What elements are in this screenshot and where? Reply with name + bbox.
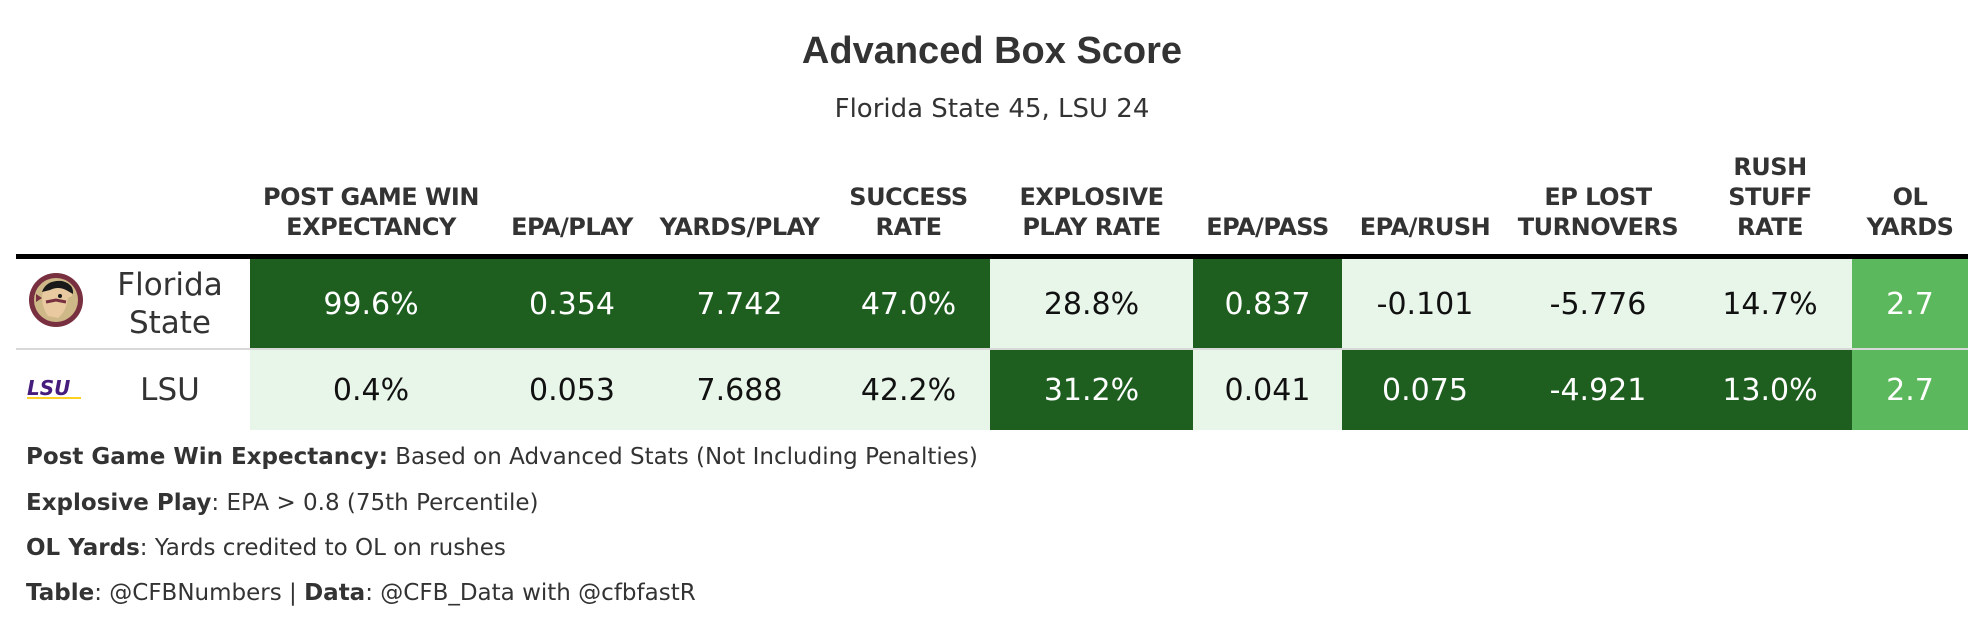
table-cell: 2.7 [1852,259,1968,349]
fsu-logo-icon [28,272,84,328]
footnote-text: Based on Advanced Stats (Not Including P… [387,444,978,470]
table-cell: 14.7% [1688,259,1852,349]
table-cell: -5.776 [1508,259,1688,349]
column-header: EP LOST TURNOVERS [1517,183,1679,241]
table-cell: 28.8% [990,259,1193,349]
lsu-logo-icon: LSU [26,376,84,400]
column-header: OL YARDS [1866,183,1954,241]
footnote-label: Explosive Play [26,490,212,516]
table-subtitle: Florida State 45, LSU 24 [834,94,1150,124]
footnote-label: Post Game Win Expectancy: [26,444,388,470]
svg-text:LSU: LSU [27,376,70,400]
footnote: OL Yards: Yards credited to OL on rushes [26,535,506,561]
table-cell: 0.354 [492,259,652,349]
footnote-label: OL Yards [26,535,140,561]
table-cell: 42.2% [827,350,990,430]
footnote-text: : Yards credited to OL on rushes [139,535,506,561]
table-cell: -0.101 [1342,259,1508,349]
column-header: EXPLOSIVE PLAY RATE [1019,183,1164,241]
table-cell: 0.4% [250,350,492,430]
column-header: SUCCESS RATE [849,183,968,241]
table-cell: 7.742 [652,259,827,349]
table-cell: 2.7 [1852,350,1968,430]
column-header: EPA/PLAY [511,213,633,241]
footnote-text: : EPA > 0.8 (75th Percentile) [211,490,539,516]
team-name: LSU [140,372,200,408]
credit-table-text: : @CFBNumbers | [94,580,305,606]
credit-data-text: : @CFB_Data with @cfbfastR [365,580,696,606]
credit-data-label: Data [304,580,366,606]
table-cell: 31.2% [990,350,1193,430]
table-cell: 0.053 [492,350,652,430]
column-header: EPA/RUSH [1359,213,1491,241]
column-header: EPA/PASS [1206,213,1329,241]
team-name: Florida State [117,267,223,341]
credit-table-label: Table [26,580,95,606]
credit-line: Table: @CFBNumbers | Data: @CFB_Data wit… [26,580,696,606]
table-cell: 13.0% [1688,350,1852,430]
table-cell: 0.075 [1342,350,1508,430]
column-header: YARDS/PLAY [659,213,820,241]
footnote: Post Game Win Expectancy: Based on Advan… [26,444,978,470]
table-title: Advanced Box Score [801,30,1183,72]
table-cell: 47.0% [827,259,990,349]
table-cell: -4.921 [1508,350,1688,430]
row-divider [16,348,1968,350]
column-header: POST GAME WIN EXPECTANCY [263,183,479,241]
column-header: RUSH STUFF RATE [1728,153,1812,241]
table-cell: 99.6% [250,259,492,349]
table-cell: 7.688 [652,350,827,430]
header-rule [16,254,1968,259]
footnote: Explosive Play: EPA > 0.8 (75th Percenti… [26,490,539,516]
table-cell: 0.837 [1193,259,1342,349]
table-cell: 0.041 [1193,350,1342,430]
